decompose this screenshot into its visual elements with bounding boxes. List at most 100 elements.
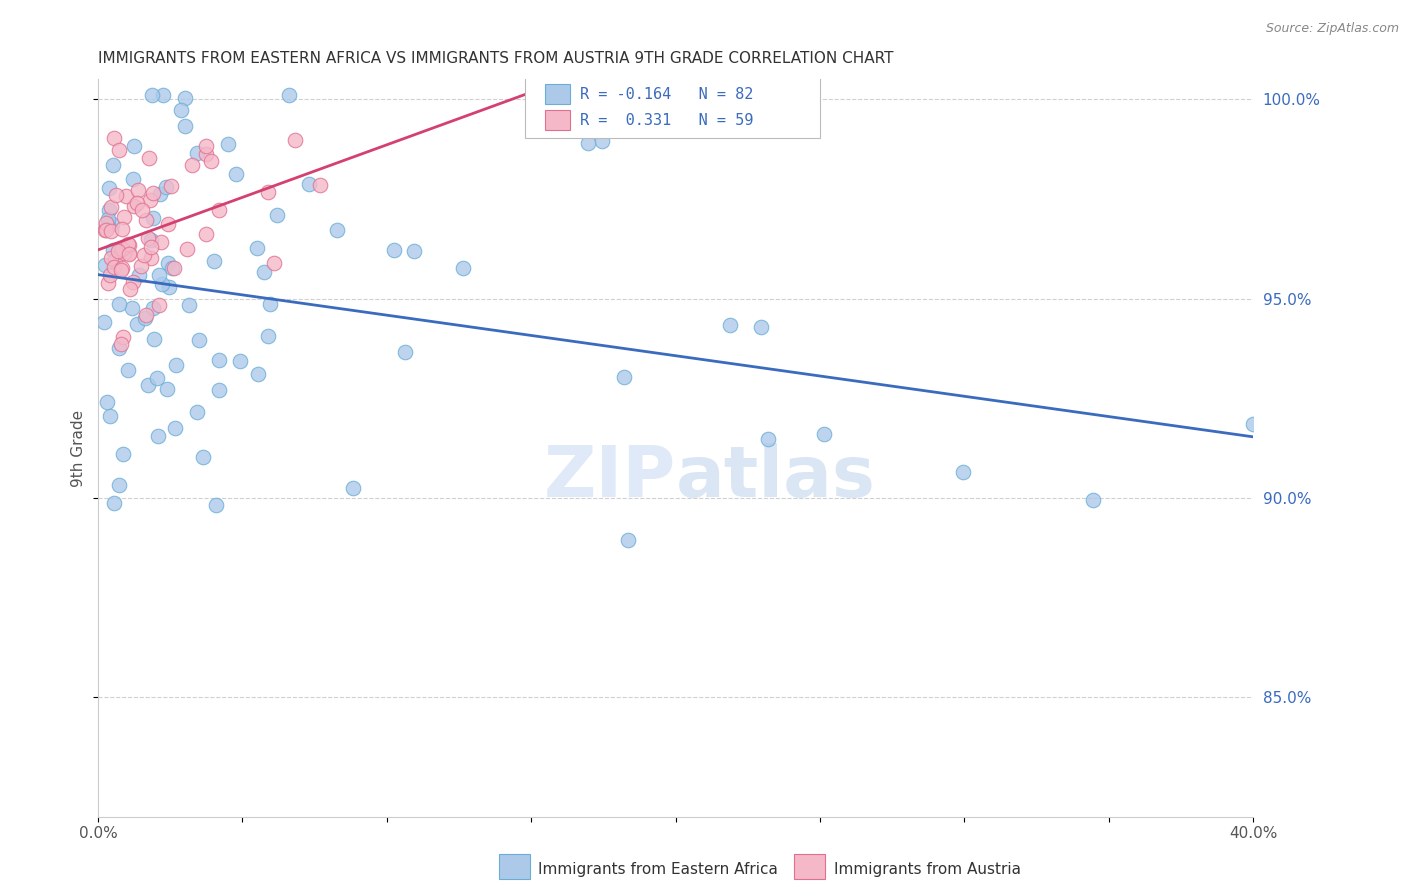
Point — [394, 345, 416, 359]
Point — [155, 180, 177, 194]
Point — [174, 119, 197, 133]
Point — [225, 167, 247, 181]
Point — [148, 268, 170, 282]
Point — [97, 212, 120, 227]
Point — [110, 337, 132, 351]
Point — [141, 251, 163, 265]
Point — [195, 146, 218, 161]
Point — [180, 158, 202, 172]
Point — [122, 139, 145, 153]
Point — [253, 265, 276, 279]
Point — [309, 178, 332, 193]
Point — [200, 154, 222, 169]
Point — [97, 276, 120, 290]
Point — [186, 145, 208, 160]
Point — [129, 259, 152, 273]
Point — [156, 217, 179, 231]
Text: R =  0.331   N = 59: R = 0.331 N = 59 — [579, 113, 754, 128]
Point — [342, 481, 364, 495]
Point — [194, 227, 217, 242]
Point — [111, 261, 134, 276]
Point — [326, 223, 349, 237]
Point — [101, 217, 124, 231]
Point — [142, 301, 165, 316]
Point — [150, 235, 173, 249]
Point — [165, 421, 187, 435]
Point — [100, 224, 122, 238]
Point — [160, 179, 183, 194]
Point — [1241, 417, 1264, 431]
Point — [205, 498, 228, 512]
Point — [94, 223, 117, 237]
Point — [96, 395, 118, 409]
Point — [108, 143, 131, 157]
Point — [143, 332, 166, 346]
Point — [952, 465, 974, 479]
Text: Source: ZipAtlas.com: Source: ZipAtlas.com — [1265, 22, 1399, 36]
Y-axis label: 9th Grade: 9th Grade — [72, 409, 86, 486]
Point — [756, 432, 779, 446]
Point — [229, 354, 252, 368]
Point — [139, 233, 162, 247]
Point — [98, 409, 121, 423]
Point — [163, 261, 186, 276]
Point — [156, 382, 179, 396]
Point — [118, 282, 141, 296]
Point — [127, 318, 149, 332]
Point — [132, 248, 155, 262]
Point — [188, 333, 211, 347]
Point — [110, 263, 132, 277]
Point — [451, 260, 474, 275]
Point — [117, 363, 139, 377]
Point — [97, 218, 120, 232]
Point — [117, 237, 139, 252]
Point — [576, 136, 599, 150]
Point — [94, 258, 117, 272]
Point — [121, 301, 143, 315]
Point — [118, 246, 141, 260]
Point — [111, 222, 134, 236]
Point — [107, 244, 129, 258]
Point — [112, 210, 135, 224]
Point — [150, 277, 173, 291]
Point — [103, 131, 125, 145]
Point — [93, 315, 115, 329]
Point — [202, 253, 225, 268]
Point — [103, 244, 125, 258]
Point — [122, 198, 145, 212]
Point — [259, 297, 281, 311]
Point — [208, 383, 231, 397]
Point — [111, 243, 134, 257]
Point — [112, 246, 135, 260]
Point — [127, 183, 149, 197]
Point — [117, 246, 139, 260]
Point — [141, 88, 163, 103]
Point — [298, 178, 321, 192]
Point — [97, 181, 120, 195]
Point — [141, 240, 163, 254]
Point — [125, 195, 148, 210]
Point — [105, 188, 128, 202]
Point — [157, 280, 180, 294]
FancyBboxPatch shape — [526, 76, 820, 138]
Point — [813, 426, 835, 441]
Point — [145, 370, 167, 384]
Point — [148, 429, 170, 443]
Point — [96, 223, 118, 237]
Point — [613, 370, 636, 384]
Point — [94, 216, 117, 230]
Point — [98, 268, 121, 282]
Point — [749, 319, 772, 334]
Point — [195, 139, 218, 153]
Point — [111, 447, 134, 461]
Point — [157, 255, 180, 269]
Point — [616, 533, 638, 548]
Point — [382, 243, 405, 257]
Point — [115, 189, 138, 203]
Point — [284, 133, 307, 147]
Point — [246, 367, 269, 381]
Point — [118, 237, 141, 252]
Text: Immigrants from Eastern Africa: Immigrants from Eastern Africa — [538, 863, 779, 877]
Point — [186, 405, 208, 419]
Point — [142, 211, 165, 225]
